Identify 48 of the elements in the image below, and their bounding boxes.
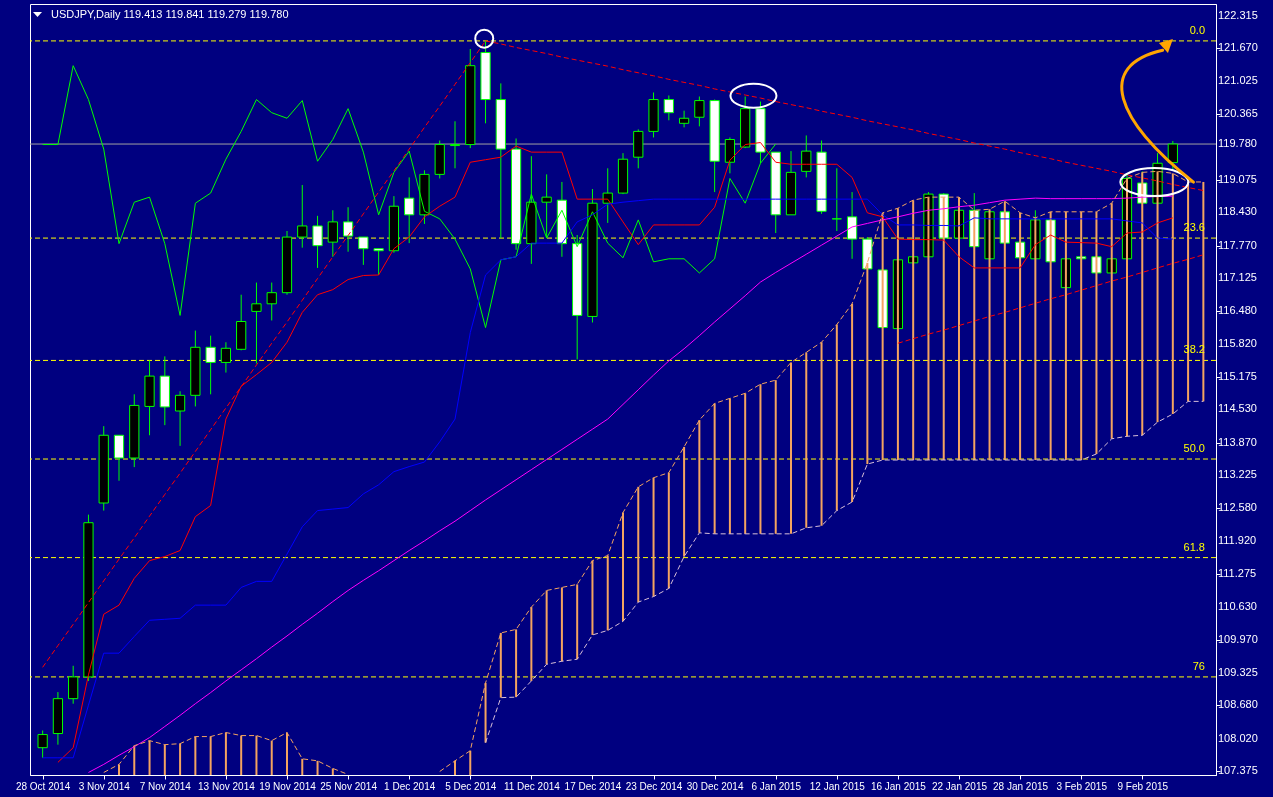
x-tick-label: 30 Dec 2014 [686, 780, 744, 792]
x-tick-label: 16 Jan 2015 [870, 780, 927, 792]
x-tick-label: 19 Nov 2014 [259, 780, 317, 792]
y-tick-label: 115.175 [1218, 369, 1257, 382]
y-tick-label: 116.480 [1218, 303, 1257, 316]
y-tick-label: 121.025 [1218, 74, 1258, 87]
x-tick-label: 25 Nov 2014 [320, 780, 378, 792]
x-tick-label: 3 Nov 2014 [78, 780, 131, 792]
x-tick-label: 6 Jan 2015 [751, 780, 802, 792]
x-tick-label: 17 Dec 2014 [564, 780, 622, 792]
x-tick-label: 11 Dec 2014 [503, 780, 561, 792]
y-tick-label: 110.630 [1218, 599, 1257, 612]
y-tick-label: 113.225 [1218, 468, 1257, 481]
y-tick-label: 117.770 [1218, 238, 1257, 251]
chart-title: USDJPY,Daily 119.413 119.841 119.279 119.780 [51, 8, 289, 20]
annotation: 61.8 [1183, 540, 1205, 553]
x-tick-label: 3 Feb 2015 [1056, 780, 1108, 792]
y-tick-label: 109.325 [1218, 665, 1258, 678]
y-tick-label: 120.365 [1218, 107, 1258, 120]
y-tick-label: 112.580 [1218, 501, 1257, 514]
x-tick-label: 7 Nov 2014 [139, 780, 192, 792]
x-tick-label: 28 Jan 2015 [993, 780, 1049, 792]
x-tick-label: 12 Jan 2015 [809, 780, 866, 792]
y-tick-label: 119.780 [1218, 137, 1257, 150]
y-tick-label: 117.125 [1218, 271, 1257, 284]
x-tick-label: 23 Dec 2014 [625, 780, 683, 792]
y-tick-label: 111.275 [1218, 567, 1257, 580]
annotation: 76 [1192, 659, 1205, 672]
y-tick-label: 111.920 [1218, 534, 1257, 547]
y-tick-label: 115.820 [1218, 337, 1257, 350]
y-tick-label: 109.970 [1218, 633, 1258, 646]
x-tick-label: 1 Dec 2014 [384, 780, 436, 792]
y-tick-label: 119.075 [1218, 172, 1257, 185]
y-tick-label: 108.020 [1218, 731, 1258, 744]
annotation: 50.0 [1183, 442, 1205, 455]
y-tick-label: 113.870 [1218, 435, 1257, 448]
x-tick-label: 9 Feb 2015 [1117, 780, 1169, 792]
y-tick-label: 107.375 [1218, 764, 1258, 777]
y-tick-label: 121.670 [1218, 41, 1258, 54]
x-tick-label: 28 Oct 2014 [15, 780, 71, 792]
x-tick-label: 22 Jan 2015 [931, 780, 988, 792]
y-tick-label: 108.680 [1218, 698, 1258, 711]
annotation: 0.0 [1189, 23, 1205, 36]
y-tick-label: 122.315 [1218, 8, 1258, 21]
x-tick-label: 5 Dec 2014 [445, 780, 497, 792]
x-tick-label: 13 Nov 2014 [198, 780, 256, 792]
y-tick-label: 114.530 [1218, 402, 1257, 415]
y-tick-label: 118.430 [1218, 205, 1257, 218]
